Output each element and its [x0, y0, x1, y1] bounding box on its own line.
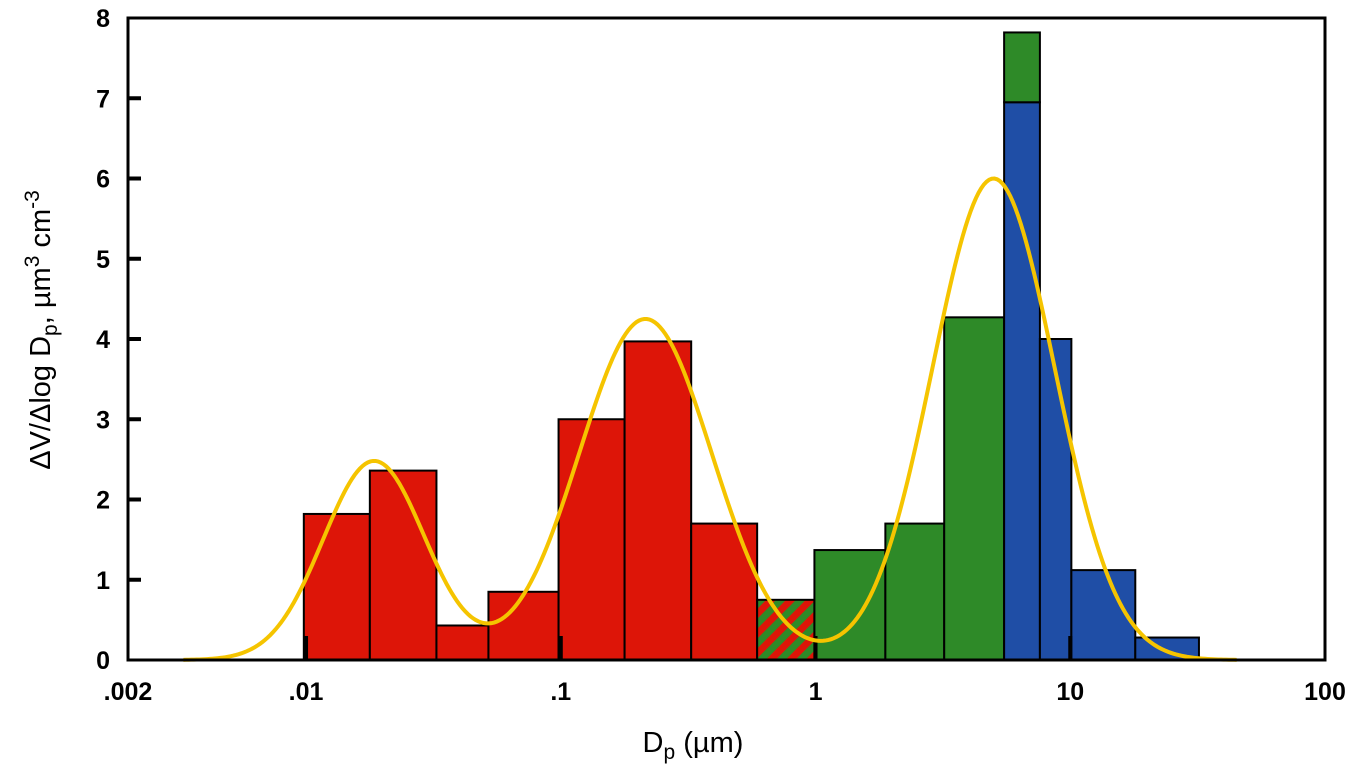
- histogram-bar: [302, 512, 371, 661]
- x-axis-label-rest: (µm): [675, 727, 743, 759]
- histogram-bar: [813, 549, 887, 661]
- histogram-bars: [302, 31, 1200, 662]
- y-axis-label-part1: ΔV/Δlog D: [25, 336, 57, 470]
- histogram-bar: [435, 624, 490, 661]
- x-axis-label-main: D: [643, 727, 664, 759]
- histogram-bar: [1038, 338, 1073, 661]
- y-tick-label: 2: [96, 487, 110, 515]
- y-tick-label: 4: [96, 326, 110, 354]
- histogram-bar: [557, 418, 626, 661]
- y-tick-label: 3: [96, 406, 110, 434]
- y-tick-label: 0: [96, 647, 110, 675]
- x-axis-label: Dp (µm): [643, 727, 744, 764]
- y-axis-label-sup1: 3: [21, 256, 44, 268]
- x-tick-label: 1: [809, 678, 823, 706]
- y-tick-label: 6: [96, 166, 110, 194]
- x-axis-label-sub: p: [664, 741, 676, 764]
- histogram-bar: [690, 522, 759, 662]
- x-minor-ticks: [304, 636, 1073, 660]
- histogram-bar: [943, 316, 1006, 661]
- fitted-mode-curve: [183, 176, 1237, 662]
- histogram-bar: [623, 340, 693, 661]
- x-tick-label: 10: [1056, 678, 1084, 706]
- x-tick-label: .002: [104, 678, 153, 706]
- histogram-bar: [1003, 101, 1041, 661]
- y-axis-label-sup2: -3: [21, 190, 44, 209]
- histogram-bar: [884, 522, 946, 662]
- histogram-bar: [487, 590, 560, 661]
- y-axis-label: ΔV/Δlog Dp, µm3 cm-3: [21, 190, 62, 470]
- x-tick-label: .1: [550, 678, 571, 706]
- y-axis-ticks: 0 1 2 3 4 5 6 7 8: [96, 5, 141, 675]
- histogram-bar-stacked: [1003, 31, 1041, 104]
- y-tick-label: 8: [96, 5, 110, 33]
- histogram-bar: [368, 469, 438, 661]
- y-axis-label-sub: p: [39, 324, 62, 336]
- x-tick-label: .01: [289, 678, 324, 706]
- histogram-bar: [756, 598, 816, 661]
- x-tick-label: 100: [1304, 678, 1346, 706]
- y-tick-label: 1: [96, 567, 110, 595]
- y-axis-label-part2: , µm: [25, 267, 57, 324]
- y-axis-label-part3: cm: [25, 209, 57, 256]
- y-tick-label: 7: [96, 85, 110, 113]
- y-tick-label: 5: [96, 246, 110, 274]
- x-axis-ticks: .002 .01 .1 1 10 100: [104, 678, 1346, 706]
